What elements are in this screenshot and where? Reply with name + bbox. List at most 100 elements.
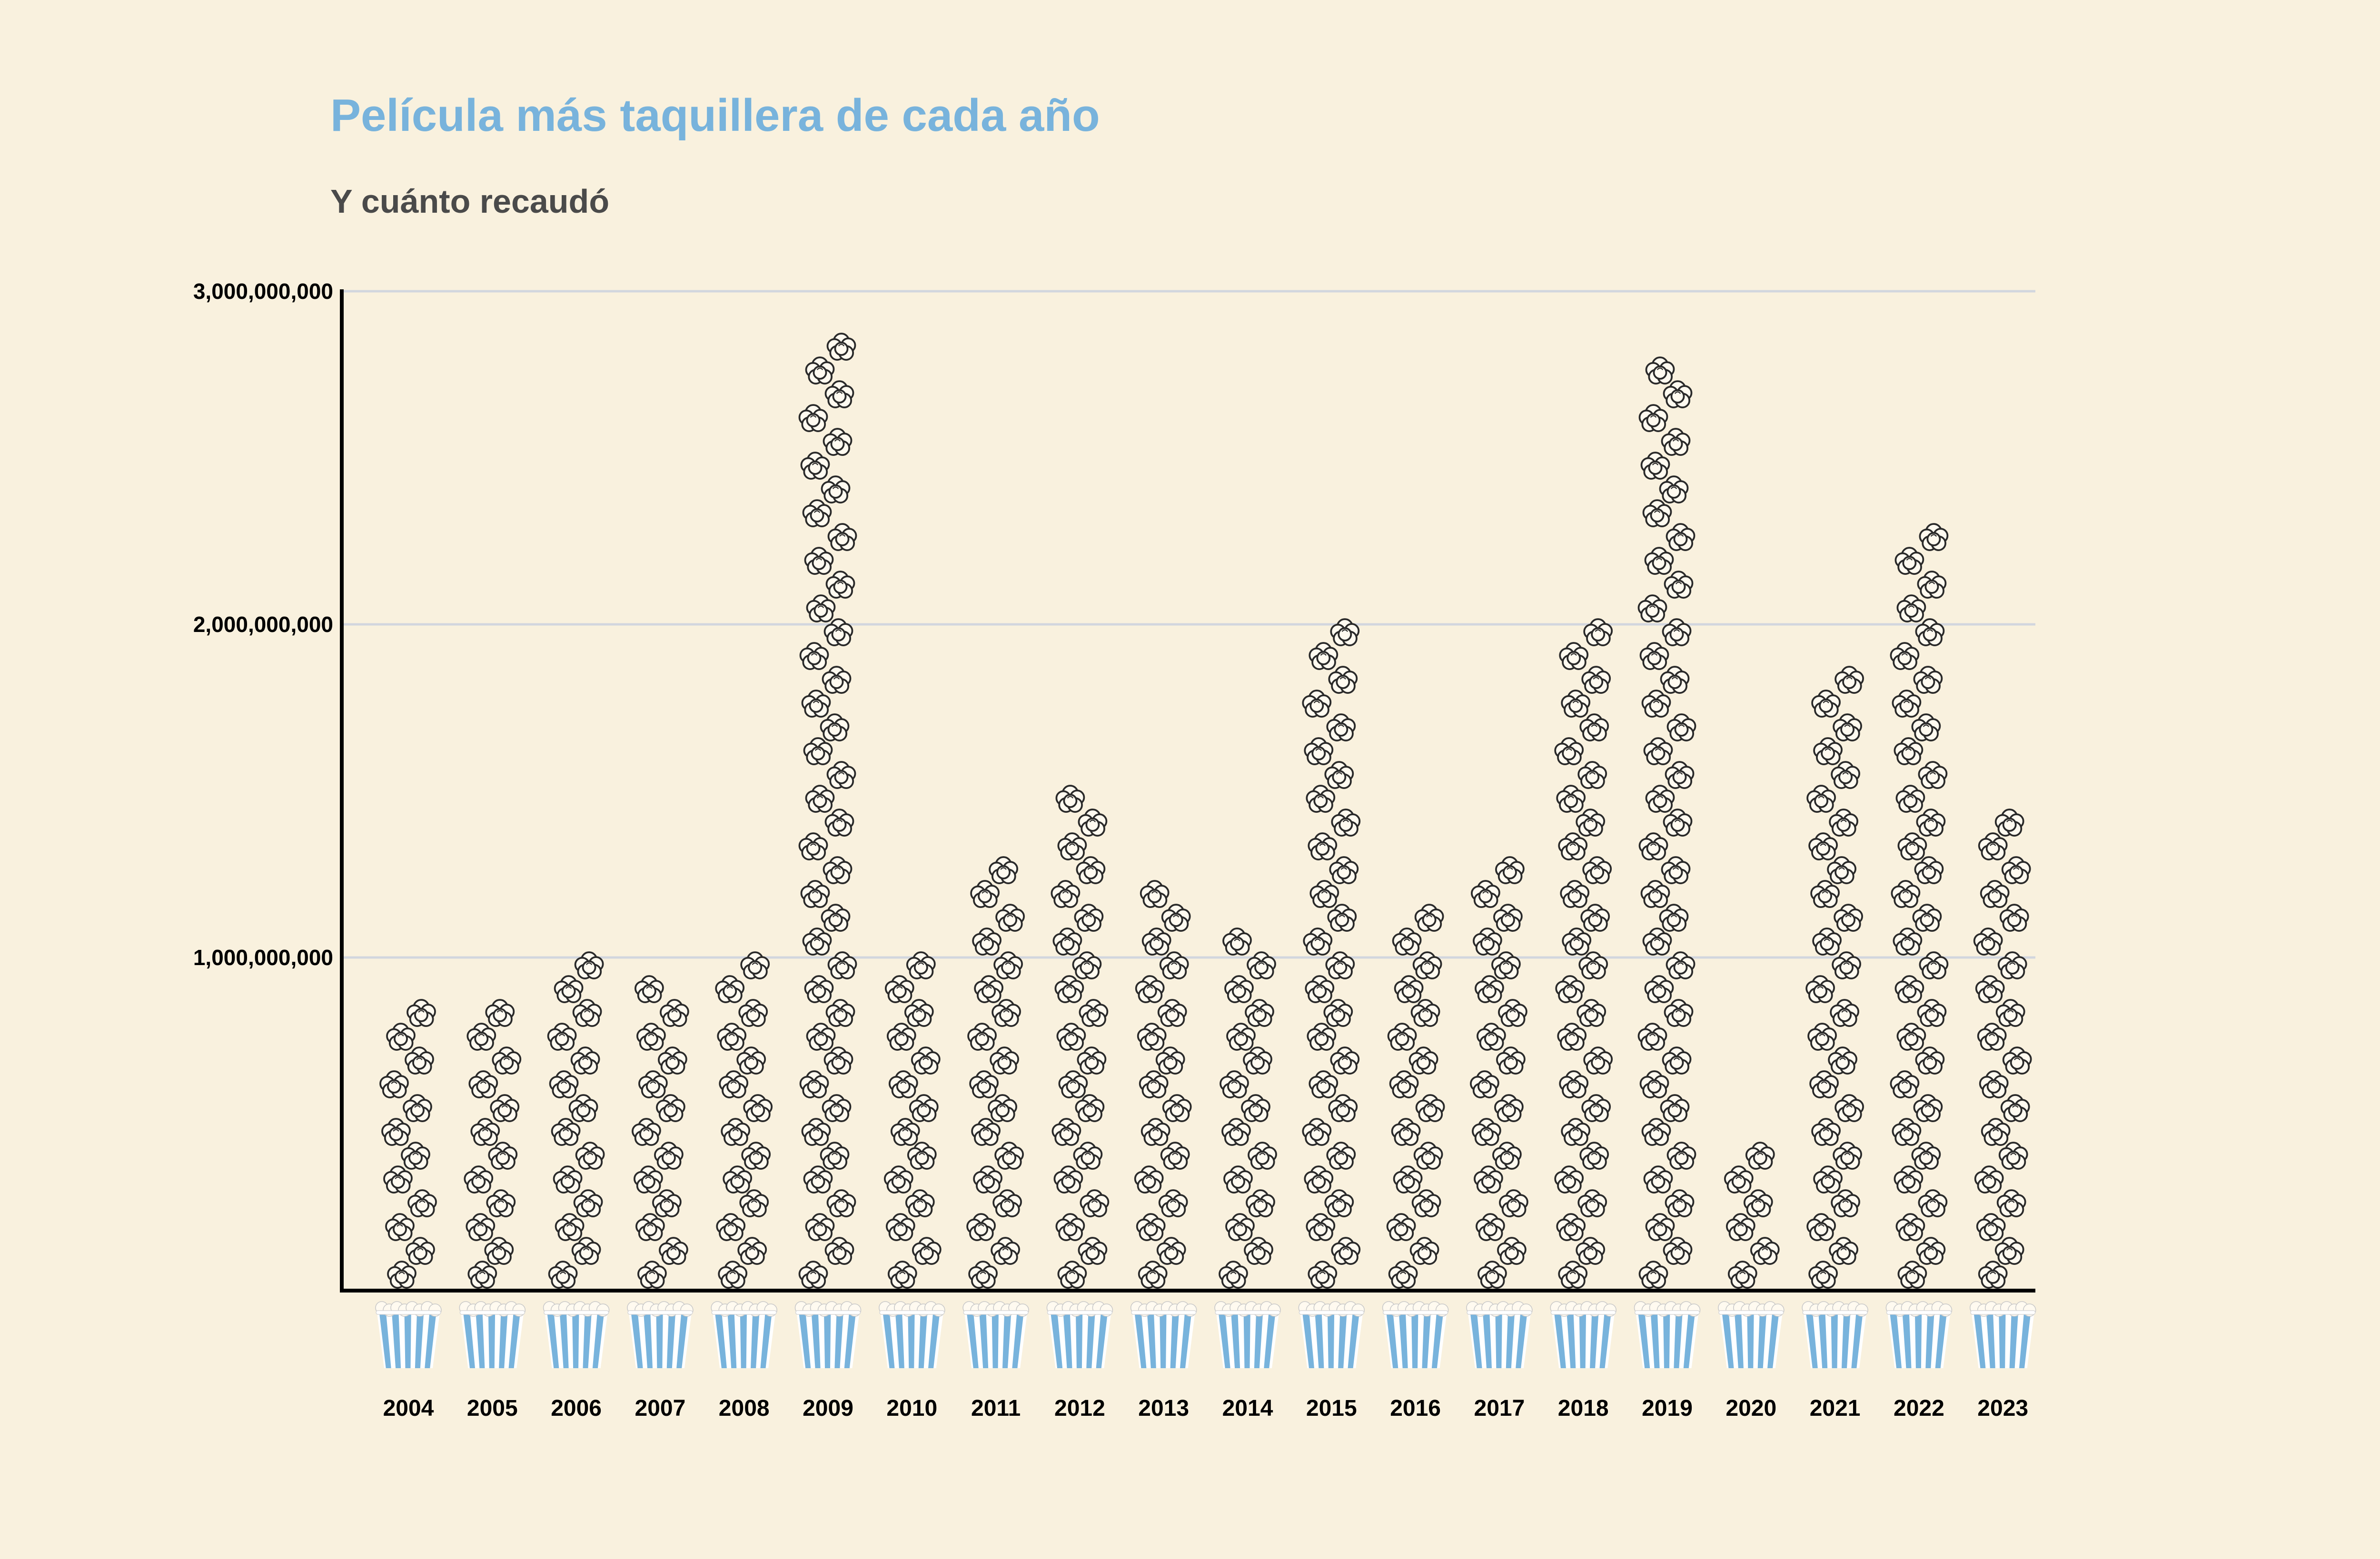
popcorn-icon [1325, 951, 1355, 979]
popcorn-icon [1664, 999, 1694, 1027]
popcorn-icon [1409, 1237, 1439, 1265]
popcorn-icon [990, 1046, 1019, 1075]
popcorn-icon [1138, 1261, 1168, 1289]
popcorn-bucket-icon [1969, 1301, 2036, 1368]
popcorn-icon [883, 1165, 913, 1194]
popcorn-icon [1471, 880, 1500, 908]
popcorn-icon [1980, 880, 2010, 908]
popcorn-icon [823, 428, 853, 456]
popcorn-icon [634, 1165, 663, 1194]
popcorn-icon [1663, 809, 1693, 837]
popcorn-icon [1559, 1070, 1589, 1098]
popcorn-icon [1895, 1213, 1925, 1241]
popcorn-icon [823, 618, 853, 646]
popcorn-icon [806, 1023, 836, 1051]
popcorn-icon [1057, 832, 1087, 860]
popcorn-icon [490, 1094, 520, 1122]
popcorn-bucket-icon [962, 1301, 1029, 1368]
popcorn-icon [1833, 1142, 1862, 1170]
popcorn-icon [1136, 1213, 1166, 1241]
popcorn-icon [1973, 928, 2003, 956]
popcorn-bucket-icon [543, 1301, 610, 1368]
popcorn-icon [1561, 690, 1591, 718]
popcorn-icon [1393, 1165, 1423, 1194]
popcorn-icon [1918, 761, 1948, 789]
popcorn-icon [484, 1237, 514, 1265]
popcorn-icon [1474, 1165, 1503, 1194]
popcorn-icon [405, 1046, 434, 1075]
popcorn-icon [1330, 1046, 1360, 1075]
bar-popcorn-stack [1805, 666, 1864, 1289]
popcorn-icon [470, 1118, 500, 1146]
popcorn-icon [1637, 1023, 1667, 1051]
y-tick-label: 3,000,000,000 [193, 279, 333, 304]
popcorn-icon [827, 951, 857, 979]
x-tick-label: 2015 [1306, 1396, 1357, 1421]
popcorn-bucket-icon [1634, 1301, 1701, 1368]
popcorn-icon [1055, 1213, 1085, 1241]
popcorn-icon [1052, 928, 1082, 956]
chart-title: Película más taquillera de cada año [330, 90, 1100, 141]
popcorn-icon [905, 1189, 935, 1217]
popcorn-icon [1583, 1046, 1613, 1075]
popcorn-icon [1641, 1118, 1671, 1146]
popcorn-icon [826, 333, 856, 361]
popcorn-icon [1811, 690, 1841, 718]
popcorn-bucket-icon [1046, 1301, 1113, 1368]
popcorn-icon [798, 1261, 828, 1289]
popcorn-icon [801, 1118, 831, 1146]
popcorn-icon [575, 1142, 605, 1170]
popcorn-icon [1391, 1118, 1421, 1146]
bar-popcorn-stack [883, 951, 942, 1289]
popcorn-icon [1578, 951, 1608, 979]
popcorn-icon [1561, 1118, 1591, 1146]
popcorn-icon [822, 1094, 852, 1122]
popcorn-icon [1074, 904, 1104, 932]
popcorn-icon [1580, 904, 1610, 932]
popcorn-icon [992, 1189, 1022, 1217]
popcorn-icon [407, 999, 436, 1027]
popcorn-icon [909, 1094, 939, 1122]
popcorn-icon [969, 1070, 999, 1098]
popcorn-icon [1226, 1023, 1256, 1051]
bar-popcorn-stack [1724, 1142, 1780, 1289]
popcorn-icon [1895, 785, 1925, 813]
popcorn-icon [824, 380, 854, 408]
popcorn-icon [547, 1023, 577, 1051]
popcorn-icon [826, 1189, 856, 1217]
popcorn-icon [823, 1046, 853, 1075]
popcorn-icon [1323, 999, 1353, 1027]
popcorn-icon [907, 1142, 937, 1170]
bar-popcorn-stack [1051, 785, 1110, 1289]
popcorn-icon [1913, 666, 1943, 694]
popcorn-icon [1078, 809, 1108, 837]
popcorn-icon [1304, 1165, 1334, 1194]
popcorn-icon [1470, 1070, 1499, 1098]
popcorn-icon [1160, 1142, 1190, 1170]
popcorn-icon [1558, 832, 1588, 860]
popcorn-icon [1978, 1261, 2008, 1289]
popcorn-icon [1394, 975, 1424, 1003]
popcorn-icon [1159, 951, 1189, 979]
popcorn-icon [1307, 1023, 1337, 1051]
popcorn-icon [966, 1213, 996, 1241]
popcorn-icon [1494, 1094, 1524, 1122]
popcorn-icon [739, 1189, 769, 1217]
popcorn-icon [824, 1237, 854, 1265]
popcorn-icon [911, 1046, 941, 1075]
popcorn-icon [1387, 1023, 1417, 1051]
popcorn-icon [804, 547, 834, 575]
popcorn-icon [1665, 1189, 1695, 1217]
x-tick-label: 2007 [635, 1396, 686, 1421]
popcorn-icon [1660, 1094, 1690, 1122]
popcorn-icon [1891, 880, 1921, 908]
popcorn-icon [466, 1213, 496, 1241]
popcorn-icon [1305, 975, 1335, 1003]
popcorn-icon [1309, 642, 1339, 670]
popcorn-icon [1643, 737, 1673, 765]
popcorn-icon [1813, 737, 1843, 765]
popcorn-icon [636, 1023, 666, 1051]
popcorn-icon [1497, 1237, 1527, 1265]
popcorn-icon [1410, 999, 1440, 1027]
